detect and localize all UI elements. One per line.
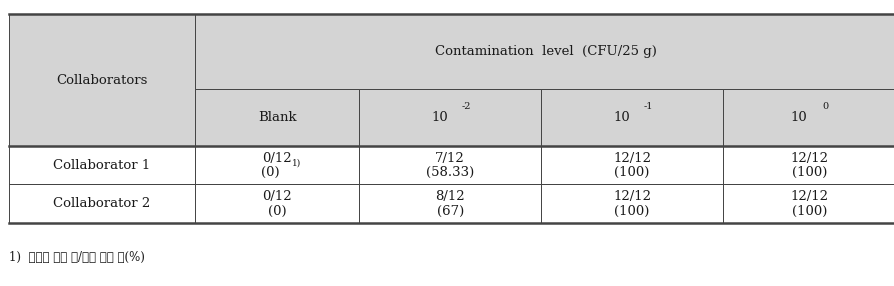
- Text: Contamination  level  (CFU/25 g): Contamination level (CFU/25 g): [434, 45, 656, 58]
- Text: -2: -2: [461, 102, 471, 111]
- Bar: [9, 146, 195, 184]
- Bar: [195, 146, 359, 184]
- Text: 1)  검출된 샘플 수/전체 샘플 수(%): 1) 검출된 샘플 수/전체 샘플 수(%): [9, 251, 145, 264]
- Bar: [541, 184, 723, 223]
- Bar: [359, 89, 541, 146]
- Text: -1: -1: [644, 102, 653, 111]
- Bar: [723, 146, 894, 184]
- Text: Collaborator 1: Collaborator 1: [54, 159, 150, 172]
- Bar: [195, 184, 359, 223]
- Text: Collaborator 2: Collaborator 2: [54, 197, 150, 210]
- Text: 7/12: 7/12: [435, 152, 465, 165]
- Bar: [541, 89, 723, 146]
- Bar: [359, 146, 541, 184]
- Text: (0): (0): [268, 205, 286, 218]
- Text: 0/12: 0/12: [263, 190, 292, 203]
- Text: 8/12: 8/12: [435, 190, 465, 203]
- Text: Collaborators: Collaborators: [56, 74, 148, 87]
- Bar: [541, 146, 723, 184]
- Bar: [9, 184, 195, 223]
- Text: 12/12: 12/12: [613, 152, 651, 165]
- Text: (58.33): (58.33): [426, 166, 475, 179]
- Text: 10: 10: [790, 111, 807, 124]
- Text: 10: 10: [613, 111, 629, 124]
- Text: 12/12: 12/12: [790, 152, 829, 165]
- Bar: [195, 14, 894, 89]
- Bar: [9, 14, 195, 146]
- Bar: [723, 89, 894, 146]
- Text: (100): (100): [792, 205, 827, 218]
- Text: (100): (100): [614, 205, 650, 218]
- Text: 12/12: 12/12: [613, 190, 651, 203]
- Text: Blank: Blank: [257, 111, 297, 124]
- Text: 10: 10: [431, 111, 448, 124]
- Bar: [723, 184, 894, 223]
- Text: 0/12: 0/12: [263, 152, 292, 165]
- Bar: [195, 89, 359, 146]
- Text: (100): (100): [792, 166, 827, 179]
- Text: (0): (0): [261, 166, 280, 179]
- Text: 1): 1): [292, 158, 301, 167]
- Bar: [359, 184, 541, 223]
- Text: (67): (67): [436, 205, 464, 218]
- Text: (100): (100): [614, 166, 650, 179]
- Text: 0: 0: [822, 102, 829, 111]
- Text: 12/12: 12/12: [790, 190, 829, 203]
